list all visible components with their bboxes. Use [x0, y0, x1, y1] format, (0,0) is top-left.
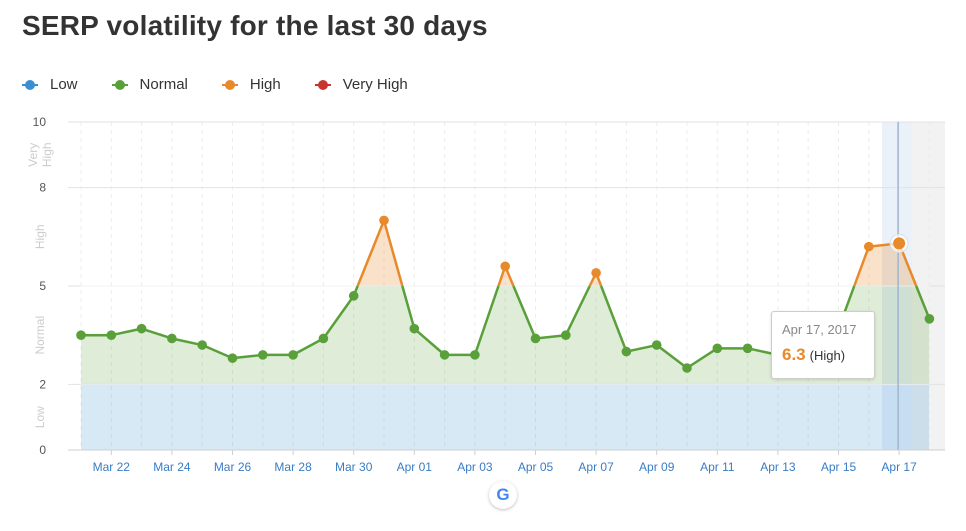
data-point — [258, 350, 268, 360]
legend-marker-very-high — [314, 79, 331, 90]
x-tick-label: Mar 26 — [214, 460, 252, 474]
series-segment — [171, 337, 203, 347]
x-tick-label: Mar 22 — [93, 460, 131, 474]
data-point — [651, 340, 662, 350]
data-point — [288, 350, 298, 360]
legend-item-low[interactable]: Low — [22, 76, 78, 93]
band-label: Low — [33, 406, 47, 428]
series-segment — [915, 285, 931, 320]
band-label: Very — [26, 143, 40, 167]
legend-marker-normal — [111, 79, 128, 90]
series-segment — [141, 327, 173, 340]
legend-label-low: Low — [50, 76, 78, 93]
series-segment — [232, 353, 263, 360]
high-area — [357, 220, 917, 286]
tooltip-level: (High) — [809, 348, 846, 363]
y-tick-label: 2 — [39, 377, 46, 391]
x-tick-label: Apr 01 — [397, 460, 433, 474]
series-segment — [292, 337, 324, 356]
data-point — [409, 323, 420, 334]
series-segment — [686, 347, 718, 370]
y-tick-label: 0 — [39, 443, 46, 457]
legend-item-normal[interactable]: Normal — [111, 76, 188, 93]
data-point — [500, 261, 511, 272]
data-point — [167, 333, 177, 344]
series-segment — [599, 285, 628, 353]
x-tick-label: Apr 11 — [700, 460, 735, 474]
data-point — [439, 350, 450, 360]
series-segment — [382, 220, 404, 287]
band-label: High — [40, 142, 54, 167]
data-point — [76, 330, 86, 341]
series-segment — [356, 219, 386, 287]
x-tick-label: Apr 03 — [457, 460, 493, 474]
x-tick-label: Apr 15 — [821, 460, 857, 474]
x-tick-label: Apr 17 — [881, 460, 917, 474]
series-segment — [512, 285, 537, 339]
y-tick-label: 10 — [33, 115, 47, 129]
data-point — [561, 330, 571, 341]
series-segment — [655, 344, 688, 369]
data-point — [530, 333, 541, 344]
x-tick-label: Apr 13 — [760, 460, 796, 474]
data-point — [742, 343, 753, 354]
x-tick-label: Mar 28 — [274, 460, 312, 474]
legend-label-very-high: Very High — [342, 76, 408, 93]
legend-marker-high — [221, 79, 238, 90]
legend: Low Normal High Very High — [22, 76, 408, 93]
series-segment — [201, 343, 233, 360]
data-point-highlighted — [893, 237, 906, 250]
series-segment — [413, 327, 446, 356]
chart-title: SERP volatility for the last 30 days — [22, 10, 488, 41]
data-point — [379, 215, 389, 226]
series-segment — [322, 295, 355, 340]
data-point — [136, 323, 147, 334]
data-point — [197, 340, 207, 350]
data-point — [227, 353, 238, 363]
band-label: Normal — [33, 316, 47, 355]
series-segment — [853, 246, 870, 287]
data-point — [924, 314, 935, 324]
legend-label-high: High — [249, 76, 281, 93]
data-point — [318, 333, 329, 344]
y-tick-label: 8 — [39, 181, 46, 195]
x-tick-label: Mar 24 — [153, 460, 191, 474]
legend-label-normal: Normal — [139, 76, 188, 93]
series-segment — [626, 343, 657, 353]
x-tick-label: Apr 07 — [578, 460, 614, 474]
series-segment — [535, 333, 566, 340]
data-point — [106, 330, 117, 341]
x-tick-label: Apr 09 — [639, 460, 675, 474]
low-band — [81, 384, 929, 450]
tooltip-value-row: 6.3 (High) — [782, 345, 864, 365]
data-point — [712, 343, 723, 354]
series-segment — [564, 285, 591, 336]
legend-item-very-high[interactable]: Very High — [314, 76, 408, 93]
series-segment — [111, 327, 142, 337]
series-segment — [473, 285, 500, 356]
data-point — [621, 346, 632, 357]
tooltip: Apr 17, 2017 6.3 (High) — [771, 311, 875, 379]
tooltip-date: Apr 17, 2017 — [782, 322, 857, 337]
legend-item-high[interactable]: High — [221, 76, 281, 93]
data-point — [591, 268, 601, 278]
data-point — [864, 241, 874, 252]
data-point — [682, 363, 692, 373]
tooltip-value: 6.3 — [782, 345, 806, 364]
google-icon[interactable]: G — [489, 481, 517, 509]
data-point — [348, 291, 359, 301]
y-tick-label: 5 — [39, 279, 46, 293]
series-segment — [401, 285, 416, 329]
x-tick-label: Apr 05 — [518, 460, 554, 474]
band-label: High — [33, 224, 47, 249]
legend-marker-low — [22, 79, 38, 90]
x-tick-label: Mar 30 — [335, 460, 373, 474]
normal-area — [81, 286, 929, 385]
data-point — [470, 350, 480, 360]
